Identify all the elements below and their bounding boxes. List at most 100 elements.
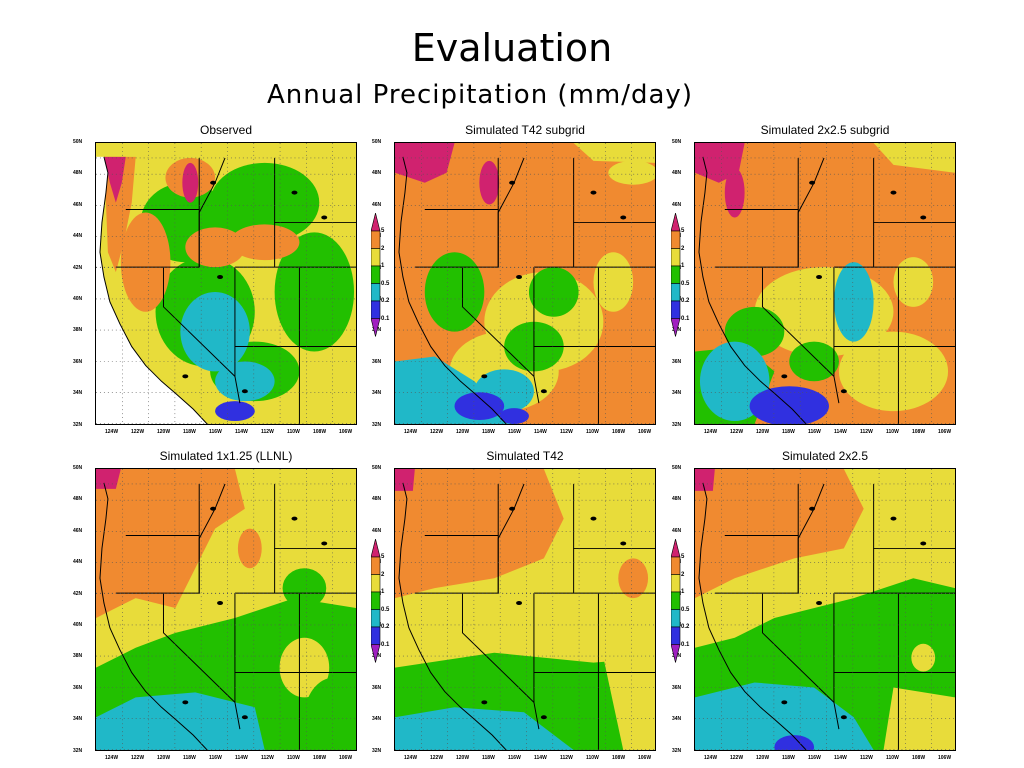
lon-tick-label: 120W: [456, 755, 470, 761]
lat-tick-label: 46N: [73, 527, 83, 534]
lat-tick-label: 32N: [372, 421, 382, 428]
lon-tick-label: 112W: [261, 429, 274, 435]
colorbar-tick-label: 0.2: [681, 298, 690, 304]
lon-tick-label: 114W: [834, 755, 847, 761]
lon-tick-label: 120W: [456, 429, 470, 435]
lon-tick-label: 120W: [157, 755, 171, 761]
precipitation-colorbar: 5 2 1 0.5 0.2 0.1: [670, 212, 701, 359]
colorbar-tick-label: 2: [681, 245, 685, 252]
precipitation-colorbar: 5 2 1 0.5 0.2 0.1: [370, 212, 401, 359]
lon-tick-label: 114W: [235, 755, 248, 761]
lat-tick-label: 42N: [73, 590, 83, 597]
lat-tick-label: 46N: [73, 201, 83, 208]
lat-tick-label: 44N: [73, 559, 83, 566]
lon-tick-label: 120W: [157, 429, 171, 435]
lat-tick-label: 50N: [73, 139, 83, 145]
lon-tick-label: 112W: [261, 755, 274, 761]
colorbar-tick-label: 0.5: [681, 280, 690, 287]
lat-tick-label: 48N: [672, 496, 682, 503]
lat-tick-label: 40N: [73, 622, 83, 628]
lat-tick-label: 50N: [372, 139, 382, 145]
lat-tick-label: 36N: [672, 684, 682, 691]
lon-tick-label: 118W: [482, 429, 495, 435]
lon-tick-label: 112W: [560, 429, 573, 435]
lon-tick-label: 124W: [704, 429, 718, 435]
lat-tick-label: 34N: [372, 390, 382, 397]
lon-tick-label: 120W: [756, 429, 770, 435]
lon-tick-label: 114W: [534, 755, 547, 761]
lat-tick-label: 34N: [372, 716, 382, 723]
precipitation-map: [95, 468, 357, 751]
panel-title: Simulated 1x1.25 (LLNL): [159, 449, 293, 463]
colorbar-tick-label: 0.5: [381, 606, 390, 613]
lon-tick-label: 118W: [782, 429, 795, 435]
colorbar-tick-label: 0.5: [681, 606, 690, 613]
lon-tick-label: 116W: [808, 429, 821, 435]
lat-tick-label: 50N: [372, 465, 382, 471]
colorbar-tick-label: 0.1: [381, 641, 390, 648]
lon-tick-label: 110W: [886, 429, 899, 435]
lat-tick-label: 34N: [73, 390, 83, 397]
lat-tick-label: 32N: [73, 421, 83, 428]
lat-tick-label: 36N: [672, 358, 682, 365]
lat-tick-label: 36N: [73, 358, 83, 365]
lat-tick-label: 48N: [73, 170, 83, 177]
lon-tick-label: 116W: [508, 755, 521, 761]
lat-tick-label: 36N: [372, 684, 382, 691]
precipitation-map: [95, 142, 357, 425]
lat-tick-label: 32N: [672, 747, 682, 754]
precipitation-colorbar: 5 2 1 0.5 0.2 0.1: [370, 538, 401, 685]
lon-tick-label: 108W: [313, 755, 327, 761]
lon-tick-label: 114W: [834, 429, 847, 435]
precipitation-map: [394, 468, 656, 751]
colorbar-tick-label: 0.1: [381, 315, 390, 322]
lat-tick-label: 48N: [73, 496, 83, 503]
lon-tick-label: 118W: [782, 755, 795, 761]
lat-tick-label: 38N: [73, 653, 83, 660]
lon-tick-label: 116W: [808, 755, 821, 761]
precipitation-map: [694, 142, 956, 425]
lon-tick-label: 112W: [560, 755, 573, 761]
lon-tick-label: 124W: [105, 755, 119, 761]
lon-tick-label: 108W: [912, 755, 926, 761]
lon-tick-label: 106W: [938, 429, 952, 435]
lat-tick-label: 34N: [73, 716, 83, 723]
lon-tick-label: 106W: [938, 755, 952, 761]
lat-tick-label: 48N: [372, 170, 382, 177]
lon-tick-label: 120W: [756, 755, 770, 761]
lon-tick-label: 122W: [730, 429, 744, 435]
lon-tick-label: 122W: [131, 429, 145, 435]
lon-tick-label: 114W: [235, 429, 248, 435]
colorbar-tick-label: 0.2: [681, 624, 690, 630]
colorbar-tick-label: 5: [381, 228, 385, 234]
colorbar-tick-label: 1: [681, 589, 685, 595]
lon-tick-label: 122W: [730, 755, 744, 761]
colorbar-tick-label: 0.5: [381, 280, 390, 287]
panel-title: Simulated 2x2.5: [781, 449, 869, 463]
lon-tick-label: 106W: [638, 755, 652, 761]
lon-tick-label: 118W: [482, 755, 495, 761]
colorbar-tick-label: 0.1: [681, 315, 690, 322]
lat-tick-label: 34N: [672, 390, 682, 397]
lon-tick-label: 110W: [287, 755, 300, 761]
lon-tick-label: 118W: [183, 755, 196, 761]
lat-tick-label: 50N: [672, 465, 682, 471]
lat-tick-label: 32N: [73, 747, 83, 754]
lon-tick-label: 122W: [131, 755, 145, 761]
colorbar-tick-label: 0.2: [381, 298, 390, 304]
lon-tick-label: 110W: [287, 429, 300, 435]
lon-tick-label: 116W: [209, 429, 222, 435]
lon-tick-label: 106W: [339, 429, 353, 435]
precipitation-colorbar: 5 2 1 0.5 0.2 0.1: [670, 538, 701, 685]
lat-tick-label: 46N: [672, 201, 682, 208]
lat-tick-label: 44N: [73, 233, 83, 240]
lon-tick-label: 108W: [612, 429, 626, 435]
colorbar-tick-label: 1: [381, 589, 385, 595]
lat-tick-label: 46N: [372, 201, 382, 208]
lon-tick-label: 122W: [430, 755, 444, 761]
lat-tick-label: 48N: [372, 496, 382, 503]
lat-tick-label: 48N: [672, 170, 682, 177]
colorbar-tick-label: 1: [381, 263, 385, 269]
colorbar-tick-label: 5: [381, 554, 385, 560]
colorbar-tick-label: 2: [381, 571, 385, 578]
